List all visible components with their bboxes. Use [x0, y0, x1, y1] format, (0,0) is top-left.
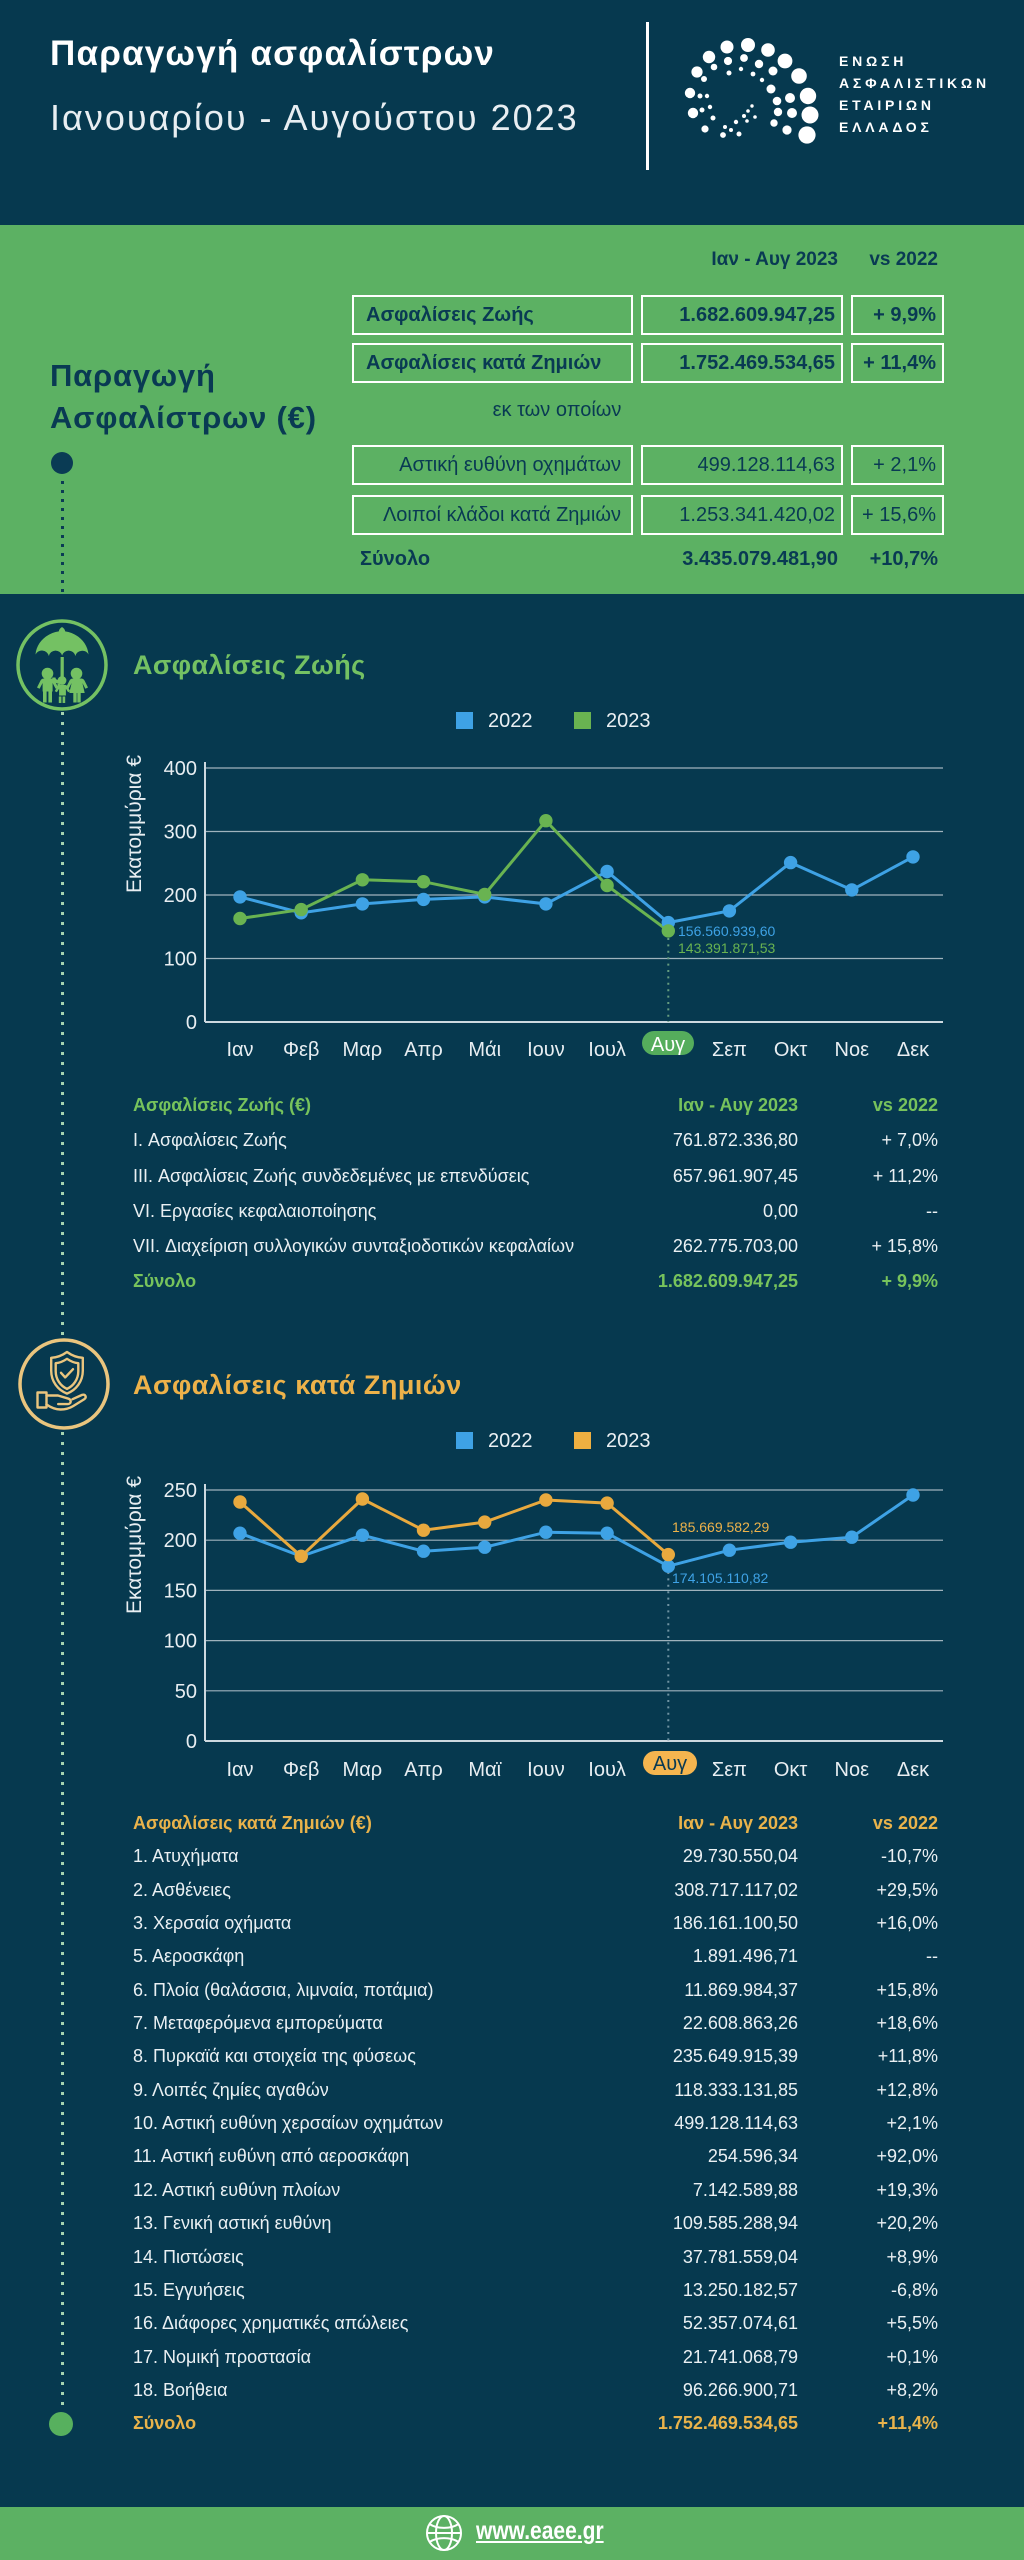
svg-text:250: 250	[164, 1480, 197, 1502]
svg-text:200: 200	[164, 1530, 197, 1552]
svg-text:Μαρ: Μαρ	[343, 1759, 383, 1781]
svg-text:Νοε: Νοε	[835, 1759, 870, 1781]
svg-text:0: 0	[186, 1731, 197, 1753]
svg-text:Απρ: Απρ	[404, 1039, 443, 1061]
svg-text:174.105.110,82: 174.105.110,82	[672, 1570, 768, 1586]
svg-text:100: 100	[164, 949, 197, 971]
svg-text:156.560.939,60: 156.560.939,60	[678, 923, 776, 939]
svg-text:50: 50	[175, 1681, 197, 1703]
svg-text:Εκατομμύρια €: Εκατομμύρια €	[123, 1476, 146, 1614]
svg-text:Οκτ: Οκτ	[774, 1759, 808, 1781]
svg-text:Αυγ: Αυγ	[651, 1034, 685, 1056]
svg-text:200: 200	[164, 885, 197, 907]
svg-text:Ιαν: Ιαν	[226, 1759, 253, 1781]
svg-text:300: 300	[164, 822, 197, 844]
svg-text:Εκατομμύρια €: Εκατομμύρια €	[123, 755, 146, 893]
svg-text:Νοε: Νοε	[835, 1039, 870, 1061]
svg-text:Δεκ: Δεκ	[897, 1039, 930, 1061]
svg-text:Μαϊ: Μαϊ	[468, 1759, 501, 1781]
svg-text:Μάι: Μάι	[468, 1039, 501, 1061]
svg-text:Αυγ: Αυγ	[653, 1753, 687, 1775]
svg-text:400: 400	[164, 758, 197, 780]
svg-text:185.669.582,29: 185.669.582,29	[672, 1519, 770, 1535]
svg-text:Οκτ: Οκτ	[774, 1039, 808, 1061]
svg-text:150: 150	[164, 1580, 197, 1602]
svg-text:Ιουν: Ιουν	[527, 1039, 565, 1061]
svg-text:Ιουλ: Ιουλ	[588, 1039, 626, 1061]
svg-text:143.391.871,53: 143.391.871,53	[678, 940, 776, 956]
svg-text:Ιουλ: Ιουλ	[588, 1759, 626, 1781]
svg-text:Δεκ: Δεκ	[897, 1759, 930, 1781]
svg-text:100: 100	[164, 1631, 197, 1653]
svg-text:0: 0	[186, 1012, 197, 1034]
svg-text:Μαρ: Μαρ	[343, 1039, 383, 1061]
svg-text:Φεβ: Φεβ	[283, 1039, 319, 1061]
svg-text:Σεπ: Σεπ	[712, 1759, 747, 1781]
svg-text:Σεπ: Σεπ	[712, 1039, 747, 1061]
svg-text:Απρ: Απρ	[404, 1759, 443, 1781]
svg-text:Ιουν: Ιουν	[527, 1759, 565, 1781]
svg-text:Ιαν: Ιαν	[226, 1039, 253, 1061]
svg-text:Φεβ: Φεβ	[283, 1759, 319, 1781]
